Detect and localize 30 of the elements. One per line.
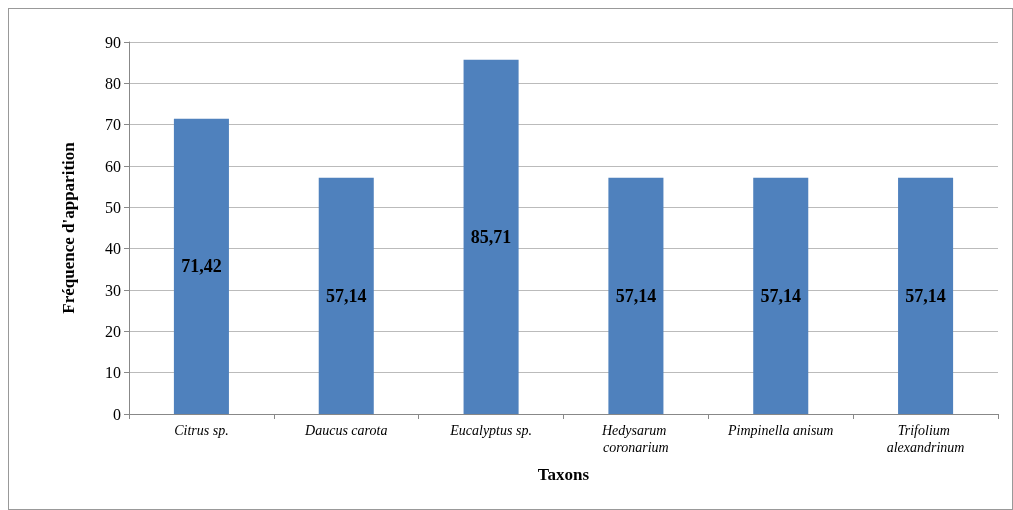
data-label: 57,14 — [760, 285, 801, 306]
y-tick-label: 50 — [105, 198, 121, 216]
x-tick-label: Hedysarum coronarium — [600, 423, 670, 455]
data-label: 85,71 — [470, 226, 512, 247]
data-label: 71,42 — [181, 256, 222, 277]
x-tick-label: Daucus carota — [304, 423, 388, 438]
y-axis-title: Fréquence d'apparition — [59, 141, 78, 314]
data-label: 57,14 — [615, 285, 657, 306]
bar — [753, 177, 809, 414]
bar — [898, 177, 954, 414]
y-tick-label: 0 — [113, 405, 121, 423]
bar — [318, 177, 374, 414]
x-tick-label: Trifolium alexandrinum — [886, 423, 965, 455]
y-tick-label: 30 — [105, 281, 121, 299]
y-tick-label: 70 — [105, 116, 121, 134]
bar — [463, 59, 519, 414]
bar — [608, 177, 664, 414]
data-label: 57,14 — [326, 285, 367, 306]
y-tick-label: 90 — [105, 33, 121, 51]
x-axis-title: Taxons — [537, 465, 590, 484]
bar — [173, 118, 229, 414]
y-tick-label: 20 — [105, 322, 121, 340]
y-tick-label: 80 — [105, 74, 121, 92]
x-tick-label: Eucalyptus sp. — [449, 423, 532, 438]
y-tick-label: 60 — [105, 157, 121, 175]
data-label: 57,14 — [905, 285, 946, 306]
x-tick-label: Citrus sp. — [174, 423, 229, 438]
x-tick-label: Pimpinella anisum — [727, 423, 834, 438]
y-tick-label: 40 — [105, 240, 121, 258]
y-tick-label: 10 — [105, 364, 121, 382]
